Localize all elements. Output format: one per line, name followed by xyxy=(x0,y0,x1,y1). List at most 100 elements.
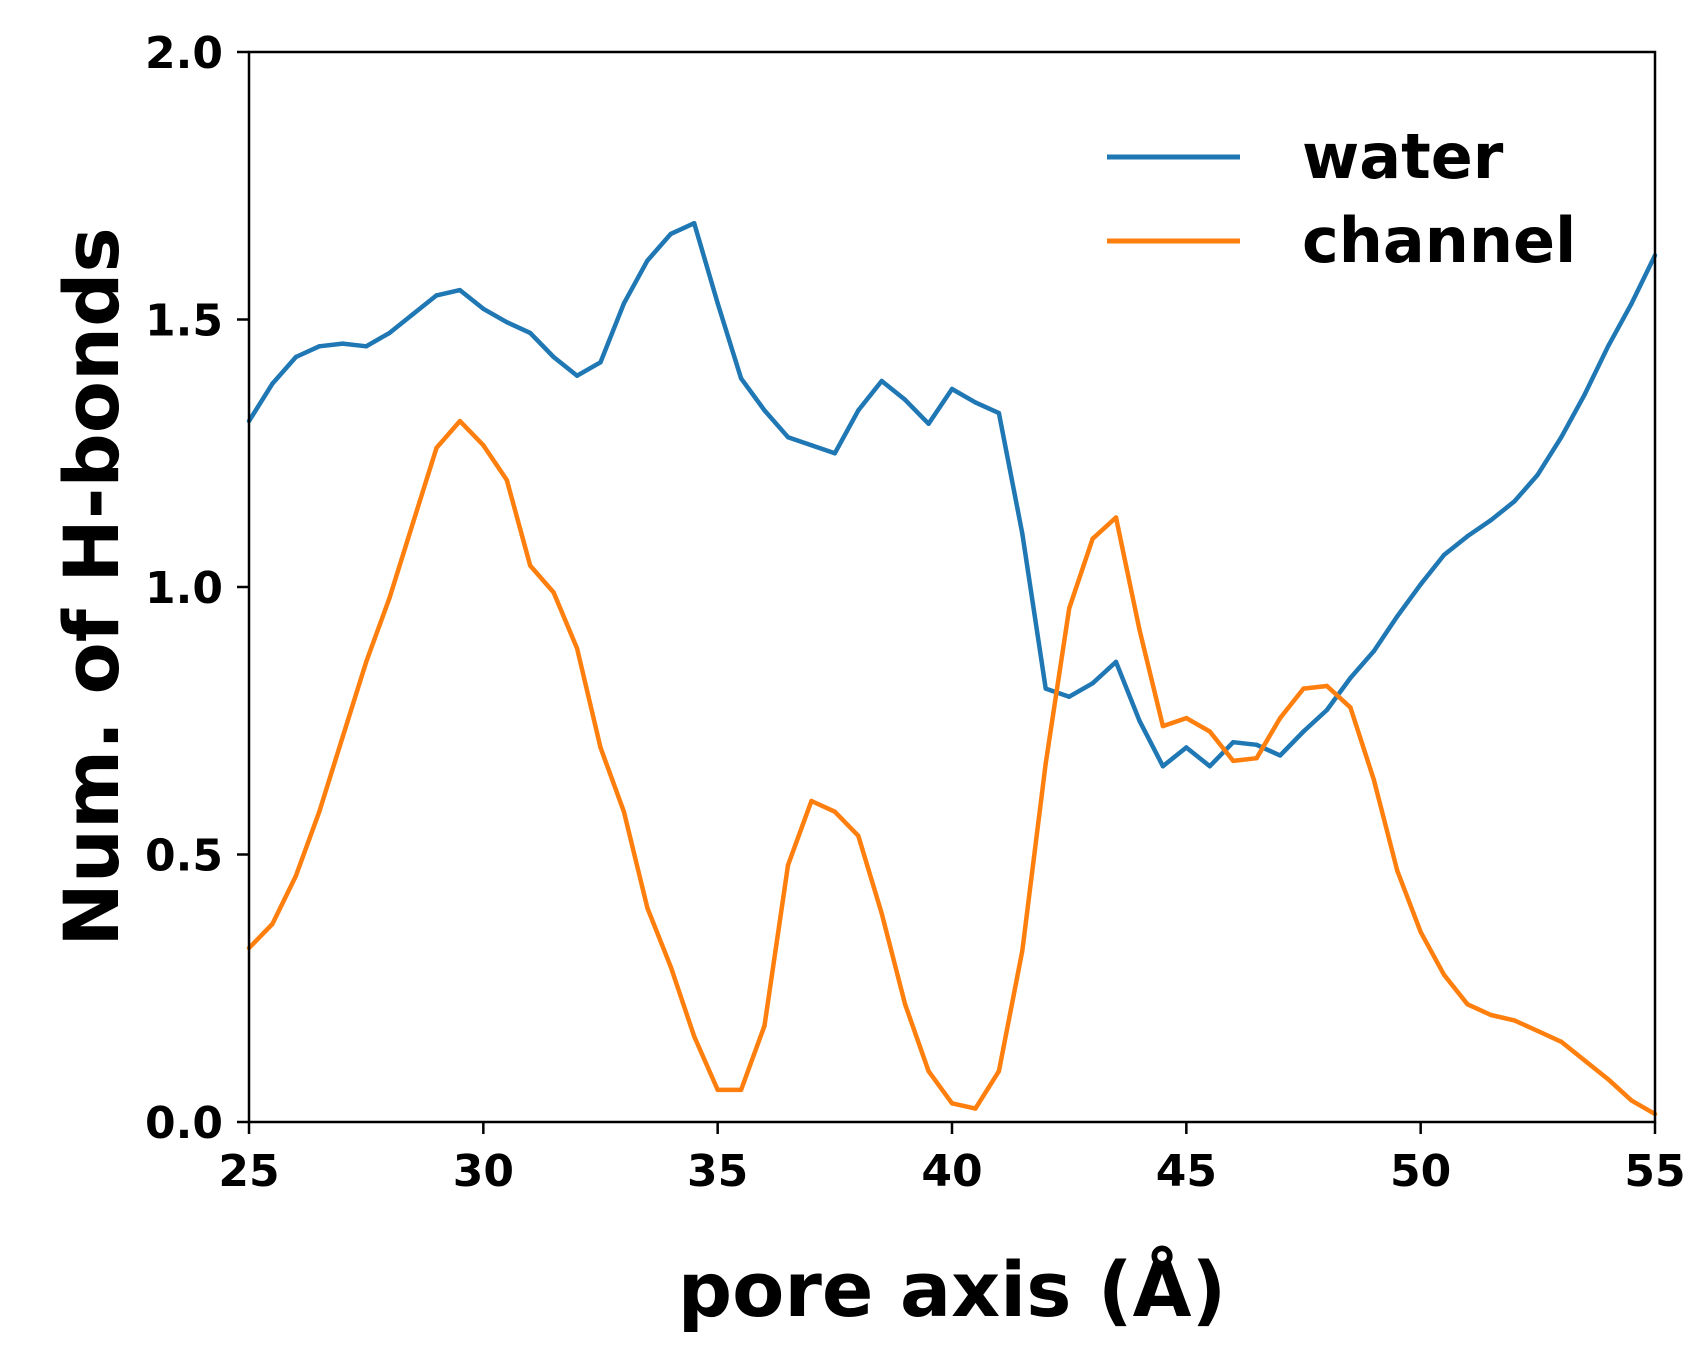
data-point-water xyxy=(738,376,744,381)
data-point-water xyxy=(902,397,908,402)
data-point-water xyxy=(340,341,345,346)
x-tick-label: 35 xyxy=(687,1146,748,1197)
data-point-channel xyxy=(1067,606,1072,611)
data-point-channel xyxy=(645,905,650,911)
data-point-channel xyxy=(528,563,533,568)
data-point-water xyxy=(1184,745,1189,750)
x-tick-label: 55 xyxy=(1624,1146,1685,1197)
data-point-channel xyxy=(973,1106,978,1111)
data-point-channel xyxy=(1582,1058,1587,1063)
data-point-water xyxy=(293,354,299,360)
data-point-channel xyxy=(1629,1098,1634,1103)
x-tick-label: 40 xyxy=(921,1146,982,1197)
data-point-water xyxy=(1395,614,1400,619)
data-point-water xyxy=(809,443,814,448)
data-point-water xyxy=(856,408,861,413)
legend: water channel xyxy=(1107,120,1576,277)
data-point-channel xyxy=(1137,627,1142,632)
data-point-channel xyxy=(949,1101,955,1106)
data-point-water xyxy=(574,373,580,378)
data-point-channel xyxy=(1301,686,1306,691)
data-point-water xyxy=(1465,534,1470,539)
data-point-water xyxy=(1348,675,1353,681)
data-point-water xyxy=(1535,472,1541,477)
data-point-channel xyxy=(902,1002,908,1007)
data-point-water xyxy=(973,400,978,405)
data-point-water xyxy=(785,435,791,440)
data-point-water xyxy=(715,301,720,306)
y-tick-label: 1.5 xyxy=(145,296,223,347)
data-point-water xyxy=(645,258,650,263)
data-point-channel xyxy=(1395,868,1400,873)
data-point-water xyxy=(1160,764,1166,769)
data-point-water xyxy=(762,408,767,413)
data-point-channel xyxy=(856,833,861,838)
data-point-water xyxy=(1301,729,1306,734)
data-point-water xyxy=(1277,753,1283,758)
data-point-channel xyxy=(1324,683,1330,689)
data-point-channel xyxy=(270,921,275,927)
data-point-channel xyxy=(1020,948,1025,953)
data-point-water xyxy=(949,386,955,392)
data-point-channel xyxy=(1559,1039,1564,1045)
data-point-channel xyxy=(738,1087,744,1093)
x-tick-label: 50 xyxy=(1390,1146,1451,1197)
data-point-channel xyxy=(574,646,580,651)
data-point-water xyxy=(1324,707,1330,713)
axis-ticks: 25 30 35 40 45 50 55 0.0 0.5 1.0 1.5 2.0 xyxy=(145,28,1686,1197)
y-axis-title: Num. of H-bonds xyxy=(47,227,136,946)
x-tick-label: 25 xyxy=(218,1146,279,1197)
data-point-water xyxy=(434,293,439,298)
data-point-water xyxy=(1559,435,1564,440)
data-point-channel xyxy=(1254,756,1259,761)
x-tick-label: 45 xyxy=(1156,1146,1217,1197)
series-line-water xyxy=(247,220,1658,769)
y-tick-label: 1.0 xyxy=(145,563,223,614)
data-point-water xyxy=(1067,694,1072,699)
y-tick-label: 2.0 xyxy=(145,28,223,79)
data-point-channel xyxy=(692,1034,697,1039)
data-point-water xyxy=(1207,764,1213,769)
data-point-water xyxy=(668,231,673,237)
data-point-channel xyxy=(926,1069,931,1074)
data-point-channel xyxy=(809,798,814,804)
data-point-channel xyxy=(1184,715,1189,721)
data-point-channel xyxy=(762,1023,767,1028)
series-points-channel xyxy=(246,418,1658,1117)
data-point-water xyxy=(1090,681,1095,686)
data-point-channel xyxy=(481,443,486,448)
series-line-channel xyxy=(247,418,1657,1116)
data-point-channel xyxy=(293,873,299,879)
data-point-water xyxy=(1020,531,1025,536)
data-point-water xyxy=(1043,686,1048,691)
legend-label-channel: channel xyxy=(1302,204,1576,277)
x-tick-label: 30 xyxy=(453,1146,514,1197)
data-point-channel xyxy=(434,445,439,451)
data-point-water xyxy=(598,360,603,365)
data-point-water xyxy=(364,344,369,349)
data-point-water xyxy=(832,451,837,456)
data-point-water xyxy=(1371,649,1377,654)
data-point-channel xyxy=(1043,761,1048,766)
data-point-channel xyxy=(598,745,603,750)
data-point-channel xyxy=(317,809,322,814)
data-point-water xyxy=(1418,582,1423,587)
data-point-channel xyxy=(1488,1012,1494,1018)
data-point-channel xyxy=(621,809,627,814)
data-point-channel xyxy=(1418,929,1423,935)
data-point-channel xyxy=(1231,758,1236,764)
data-point-channel xyxy=(1605,1077,1611,1082)
data-point-water xyxy=(551,354,556,360)
data-point-water xyxy=(1441,552,1447,558)
data-point-channel xyxy=(1441,972,1447,978)
data-point-channel xyxy=(340,734,345,739)
data-point-channel xyxy=(715,1087,720,1093)
y-tick-label: 0.5 xyxy=(145,831,223,882)
data-point-channel xyxy=(1113,515,1119,520)
data-point-water xyxy=(410,311,416,317)
data-point-channel xyxy=(387,595,392,600)
data-point-channel xyxy=(1160,723,1166,729)
data-point-channel xyxy=(410,520,416,525)
data-point-water xyxy=(996,410,1002,416)
data-point-channel xyxy=(996,1069,1002,1074)
